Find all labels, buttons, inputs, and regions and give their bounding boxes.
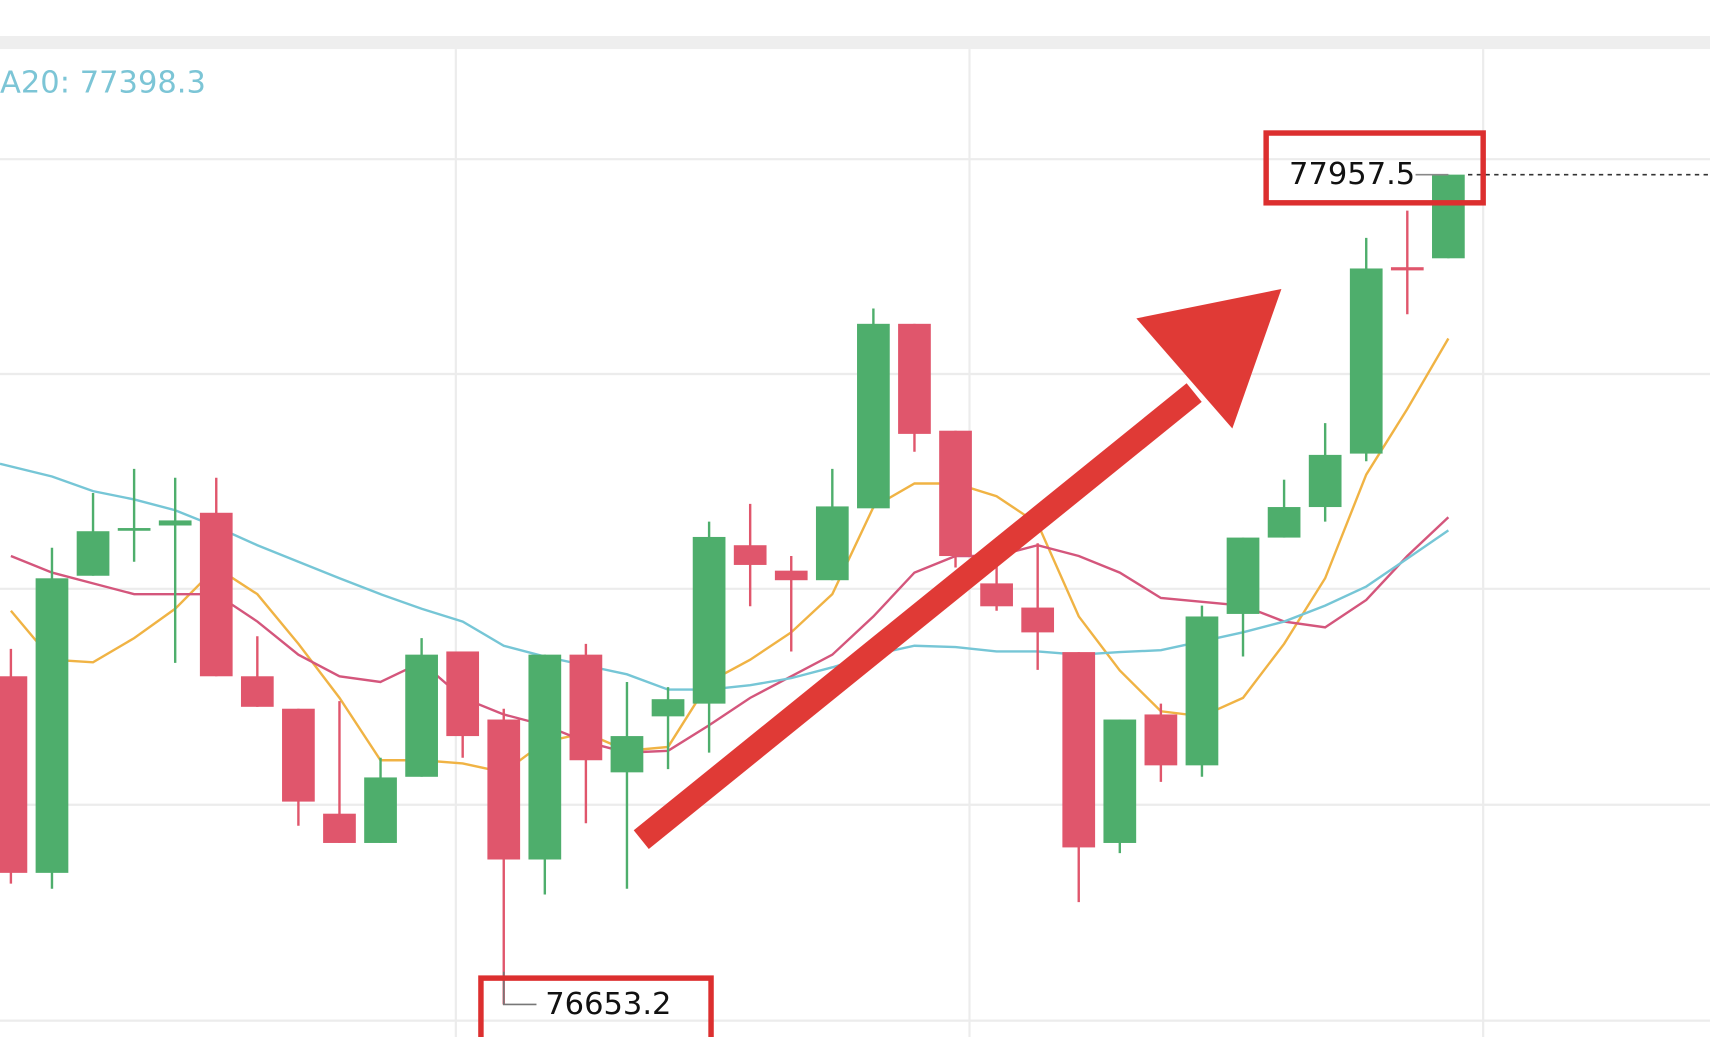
candle-body <box>1267 507 1301 538</box>
candle-body <box>692 536 726 704</box>
candle-body <box>158 520 192 526</box>
candle-body <box>1062 652 1096 848</box>
candle-body <box>240 676 274 707</box>
candle-body <box>939 430 972 557</box>
candle-body <box>1432 174 1465 259</box>
high-label: 77957.5 <box>1289 157 1415 192</box>
candle-body <box>857 323 890 509</box>
candle-body <box>323 813 356 843</box>
candle-body <box>651 699 685 717</box>
low-label: 76653.2 <box>545 987 671 1022</box>
candle-body <box>528 654 562 860</box>
candle-body <box>1308 454 1342 508</box>
candle-body <box>0 676 28 873</box>
candle-body <box>76 531 110 576</box>
candle-body <box>1144 714 1178 766</box>
candle-body <box>815 506 849 581</box>
ma-line <box>10 516 1450 754</box>
candle-body <box>117 528 151 531</box>
candle-body <box>487 719 521 860</box>
candles <box>0 174 1465 1005</box>
annotations: 77957.5 76653.2 <box>478 130 1710 1037</box>
candle-body <box>774 570 808 581</box>
candle-body <box>610 736 644 773</box>
candle-body <box>980 583 1013 607</box>
arrow-shaft <box>633 383 1202 849</box>
candle-body <box>35 578 69 873</box>
ma-label: A20: 77398.3 <box>0 65 206 100</box>
highlight-box <box>1263 130 1486 206</box>
candle-body <box>282 708 315 802</box>
candle-body <box>733 545 767 565</box>
candle-body <box>199 512 233 677</box>
candle-body <box>1390 267 1424 271</box>
candle-body <box>446 651 480 737</box>
candle-body <box>1021 607 1055 633</box>
low-connector <box>502 971 537 1006</box>
candle-body <box>898 323 931 434</box>
candle-body <box>569 654 603 761</box>
toolbar-divider <box>0 35 1710 50</box>
highlight-box <box>478 975 714 1037</box>
candle-body <box>405 654 438 777</box>
candle-body <box>1185 616 1219 766</box>
candle-body <box>364 777 397 843</box>
candle-body <box>1226 537 1260 614</box>
candle-body <box>1103 719 1137 843</box>
grid <box>0 49 1710 1037</box>
candle-body <box>1349 268 1383 454</box>
arrow-head <box>1136 288 1282 429</box>
